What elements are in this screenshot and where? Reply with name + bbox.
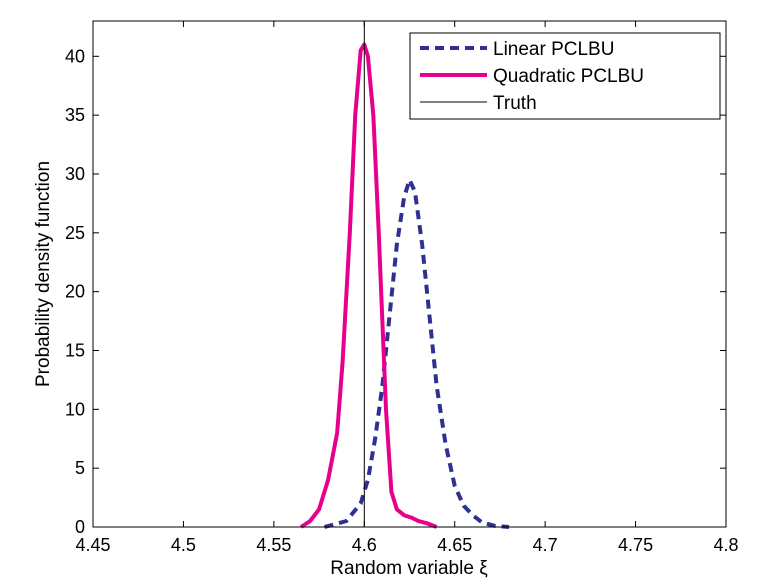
ticks-layer: 4.45 4.5 4.55 4.6 4.65 4.7 4.75 4.8 0 5 10 15 20 25 30…	[65, 21, 739, 555]
legend-label-2: Quadratic PCLBU	[493, 66, 644, 87]
x-axis-label: Random variable ξ	[330, 558, 488, 579]
legend-label-1: Linear PCLBU	[493, 39, 614, 60]
legend-label-3: Truth	[493, 93, 537, 114]
x-tick-label: 4.6	[352, 535, 377, 555]
series-layer	[299, 21, 510, 529]
x-tick-label: 4.5	[171, 535, 196, 555]
y-tick-label: 10	[65, 399, 85, 419]
x-tick-label: 4.55	[256, 535, 291, 555]
x-tick-label: 4.65	[437, 535, 472, 555]
y-tick-label: 35	[65, 105, 85, 125]
y-tick-label: 40	[65, 46, 85, 66]
x-tick-label: 4.8	[713, 535, 738, 555]
y-tick-label: 25	[65, 223, 85, 243]
legend: Linear PCLBU Quadratic PCLBU Truth	[409, 32, 721, 120]
x-tick-label: 4.7	[533, 535, 558, 555]
y-tick-label: 15	[65, 340, 85, 360]
series-line-2	[299, 42, 438, 529]
y-tick-label: 30	[65, 164, 85, 184]
y-axis-label: Probability density function	[33, 161, 54, 387]
axes-frame	[92, 20, 727, 528]
y-tick-label: 20	[65, 282, 85, 302]
x-tick-label: 4.75	[618, 535, 653, 555]
x-tick-label: 4.45	[75, 535, 110, 555]
series-line-1	[323, 177, 510, 529]
y-tick-label: 5	[75, 458, 85, 478]
y-tick-label: 0	[75, 517, 85, 537]
